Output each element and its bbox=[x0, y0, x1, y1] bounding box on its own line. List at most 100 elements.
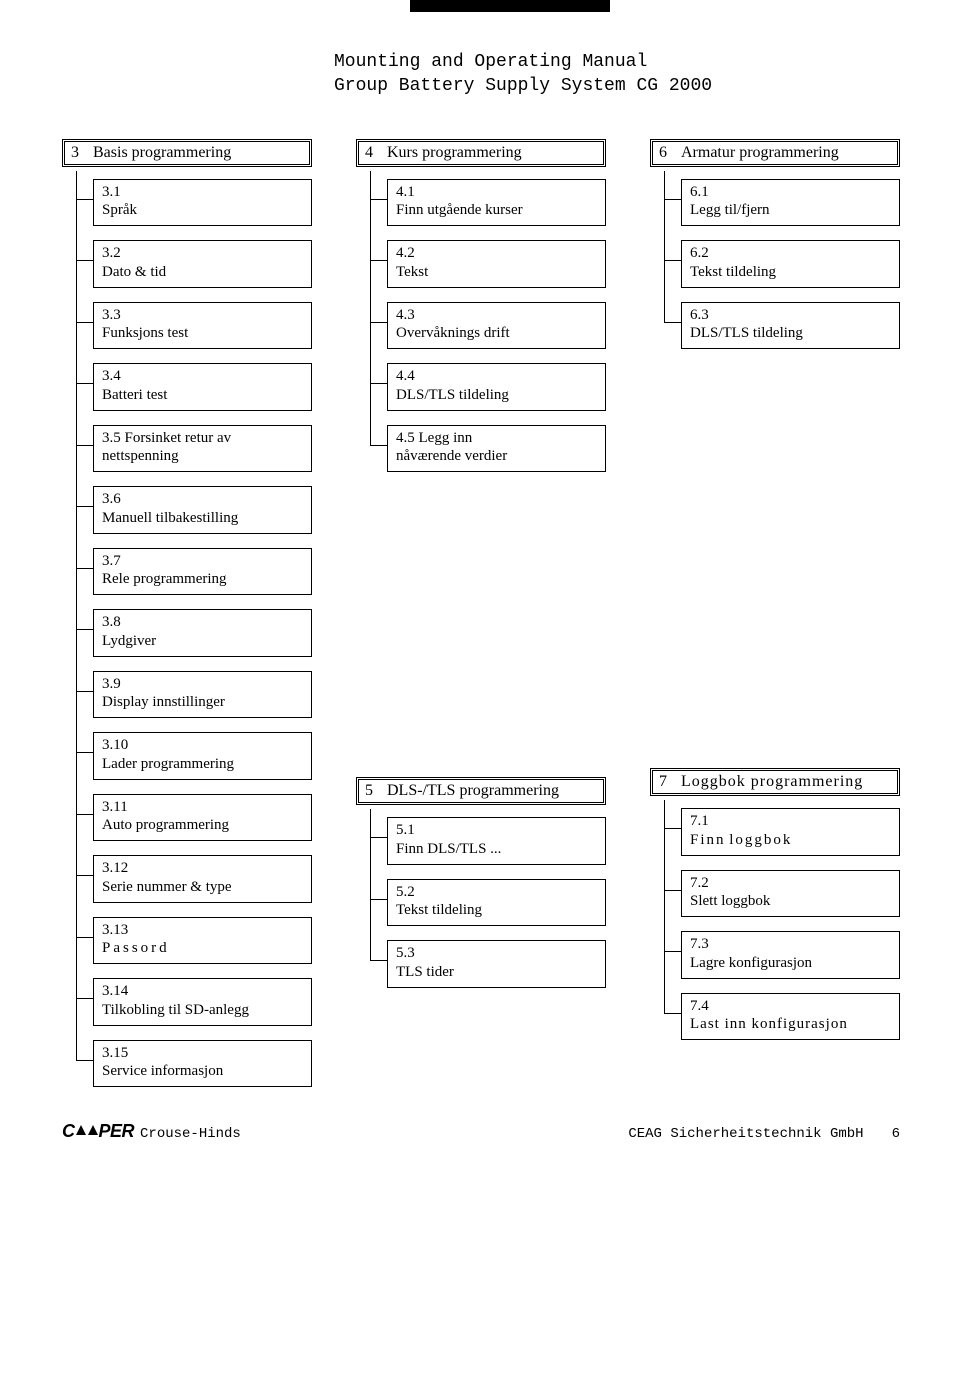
leaf-3-11: 3.11Auto programmering bbox=[93, 794, 312, 842]
menu-4-num: 4 bbox=[365, 144, 373, 162]
leaf-3-5: 3.5 Forsinket retur avnettspenning bbox=[93, 425, 312, 473]
spacer-6-7 bbox=[650, 349, 900, 768]
menu-5-item-2: 5.2Tekst tildeling bbox=[371, 879, 606, 927]
menu-3-header: 3 Basis programmering bbox=[62, 139, 312, 167]
footer-page-number: 6 bbox=[892, 1126, 900, 1142]
menu-4-item-2: 4.2Tekst bbox=[371, 240, 606, 288]
menu-4-item-1: 4.1Finn utgående kurser bbox=[371, 179, 606, 227]
menu-5-label: DLS-/TLS programmering bbox=[387, 782, 559, 800]
menu-3-item-6: 3.6Manuell tilbakestilling bbox=[77, 486, 312, 534]
menu-3-item-12: 3.12Serie nummer & type bbox=[77, 855, 312, 903]
menu-3-item-9: 3.9Display innstillinger bbox=[77, 671, 312, 719]
leaf-6-3: 6.3DLS/TLS tildeling bbox=[681, 302, 900, 350]
leaf-4-1: 4.1Finn utgående kurser bbox=[387, 179, 606, 227]
menu-5-item-1: 5.1Finn DLS/TLS ... bbox=[371, 817, 606, 865]
menu-6-header: 6 Armatur programmering bbox=[650, 139, 900, 167]
menu-7-item-3: 7.3Lagre konfigurasjon bbox=[665, 931, 900, 979]
leaf-3-4: 3.4Batteri test bbox=[93, 363, 312, 411]
menu-4-label: Kurs programmering bbox=[387, 144, 522, 162]
leaf-5-3: 5.3TLS tider bbox=[387, 940, 606, 988]
menu-3-item-11: 3.11Auto programmering bbox=[77, 794, 312, 842]
leaf-3-1: 3.1Språk bbox=[93, 179, 312, 227]
menu-3-item-4: 3.4Batteri test bbox=[77, 363, 312, 411]
leaf-3-7: 3.7Rele programmering bbox=[93, 548, 312, 596]
leaf-5-1: 5.1Finn DLS/TLS ... bbox=[387, 817, 606, 865]
menu-7-num: 7 bbox=[659, 773, 667, 791]
menu-4-tree: 4.1Finn utgående kurser 4.2Tekst 4.3Over… bbox=[370, 171, 606, 473]
column-3: 3 Basis programmering 3.1Språk 3.2Dato &… bbox=[62, 139, 312, 1088]
leaf-6-1: 6.1Legg til/fjern bbox=[681, 179, 900, 227]
menu-7-tree: 7.1 Finn loggbok 7.2Slett loggbok 7.3Lag… bbox=[664, 800, 900, 1040]
leaf-3-14: 3.14Tilkobling til SD-anlegg bbox=[93, 978, 312, 1026]
menu-7-header: 7 Loggbok programmering bbox=[650, 768, 900, 796]
menu-4-item-5: 4.5 Legg innnåværende verdier bbox=[371, 425, 606, 473]
leaf-4-4: 4.4DLS/TLS tildeling bbox=[387, 363, 606, 411]
menu-5-num: 5 bbox=[365, 782, 373, 800]
menu-7-item-4: 7.4Last inn konfigurasjon bbox=[665, 993, 900, 1041]
menu-3-item-1: 3.1Språk bbox=[77, 179, 312, 227]
menu-6-item-2: 6.2Tekst tildeling bbox=[665, 240, 900, 288]
leaf-4-5: 4.5 Legg innnåværende verdier bbox=[387, 425, 606, 473]
menu-7-label: Loggbok programmering bbox=[681, 773, 863, 791]
menu-3-label: Basis programmering bbox=[93, 144, 231, 162]
leaf-7-2: 7.2Slett loggbok bbox=[681, 870, 900, 918]
leaf-3-12: 3.12Serie nummer & type bbox=[93, 855, 312, 903]
menu-3-item-5: 3.5 Forsinket retur avnettspenning bbox=[77, 425, 312, 473]
menu-3-item-15: 3.15Service informasjon bbox=[77, 1040, 312, 1088]
menu-3-item-7: 3.7Rele programmering bbox=[77, 548, 312, 596]
leaf-7-3: 7.3Lagre konfigurasjon bbox=[681, 931, 900, 979]
document-title: Mounting and Operating Manual Group Batt… bbox=[334, 50, 900, 99]
menu-6-num: 6 bbox=[659, 144, 667, 162]
leaf-7-1: 7.1 Finn loggbok bbox=[681, 808, 900, 856]
logo-text-2: PER bbox=[99, 1121, 135, 1141]
menu-4-item-4: 4.4DLS/TLS tildeling bbox=[371, 363, 606, 411]
menu-3-item-14: 3.14Tilkobling til SD-anlegg bbox=[77, 978, 312, 1026]
menu-7-item-2: 7.2Slett loggbok bbox=[665, 870, 900, 918]
leaf-3-10: 3.10Lader programmering bbox=[93, 732, 312, 780]
spacer-4-5 bbox=[356, 472, 606, 777]
column-4-5: 4 Kurs programmering 4.1Finn utgående ku… bbox=[356, 139, 606, 988]
footer-brand: Crouse-Hinds bbox=[140, 1126, 241, 1142]
doc-title-line2: Group Battery Supply System CG 2000 bbox=[334, 74, 900, 98]
leaf-5-2: 5.2Tekst tildeling bbox=[387, 879, 606, 927]
leaf-3-2: 3.2Dato & tid bbox=[93, 240, 312, 288]
footer-company: CEAG Sicherheitstechnik GmbH bbox=[628, 1126, 863, 1142]
menu-4-item-3: 4.3Overvåknings drift bbox=[371, 302, 606, 350]
leaf-4-2: 4.2Tekst bbox=[387, 240, 606, 288]
menu-6-label: Armatur programmering bbox=[681, 144, 839, 162]
menu-3-item-10: 3.10Lader programmering bbox=[77, 732, 312, 780]
menu-5-header: 5 DLS-/TLS programmering bbox=[356, 777, 606, 805]
doc-title-line1: Mounting and Operating Manual bbox=[334, 50, 900, 74]
menu-6-item-1: 6.1Legg til/fjern bbox=[665, 179, 900, 227]
leaf-6-2: 6.2Tekst tildeling bbox=[681, 240, 900, 288]
logo-triangle-icon bbox=[76, 1125, 86, 1135]
leaf-3-3: 3.3Funksjons test bbox=[93, 302, 312, 350]
leaf-3-8: 3.8Lydgiver bbox=[93, 609, 312, 657]
leaf-3-15: 3.15Service informasjon bbox=[93, 1040, 312, 1088]
column-6-7: 6 Armatur programmering 6.1Legg til/fjer… bbox=[650, 139, 900, 1041]
logo-text-1: C bbox=[62, 1121, 75, 1141]
leaf-3-13: 3.13Passord bbox=[93, 917, 312, 965]
footer-left: C PER Crouse-Hinds bbox=[62, 1121, 241, 1142]
menu-columns: 3 Basis programmering 3.1Språk 3.2Dato &… bbox=[62, 139, 900, 1088]
menu-3-item-2: 3.2Dato & tid bbox=[77, 240, 312, 288]
menu-6-tree: 6.1Legg til/fjern 6.2Tekst tildeling 6.3… bbox=[664, 171, 900, 350]
menu-3-item-13: 3.13Passord bbox=[77, 917, 312, 965]
page-container: Mounting and Operating Manual Group Batt… bbox=[0, 0, 960, 1172]
menu-3-num: 3 bbox=[71, 144, 79, 162]
menu-5-tree: 5.1Finn DLS/TLS ... 5.2Tekst tildeling 5… bbox=[370, 809, 606, 988]
menu-3-tree: 3.1Språk 3.2Dato & tid 3.3Funksjons test… bbox=[76, 171, 312, 1088]
page-footer: C PER Crouse-Hinds CEAG Sicherheitstechni… bbox=[62, 1121, 900, 1142]
leaf-7-1-row: Finn loggbok bbox=[690, 831, 891, 850]
menu-4-header: 4 Kurs programmering bbox=[356, 139, 606, 167]
leaf-7-4: 7.4Last inn konfigurasjon bbox=[681, 993, 900, 1041]
logo-triangle-icon bbox=[88, 1125, 98, 1135]
leaf-4-3: 4.3Overvåknings drift bbox=[387, 302, 606, 350]
menu-3-item-3: 3.3Funksjons test bbox=[77, 302, 312, 350]
leaf-3-6: 3.6Manuell tilbakestilling bbox=[93, 486, 312, 534]
leaf-3-9: 3.9Display innstillinger bbox=[93, 671, 312, 719]
menu-6-item-3: 6.3DLS/TLS tildeling bbox=[665, 302, 900, 350]
footer-right: CEAG Sicherheitstechnik GmbH 6 bbox=[628, 1126, 900, 1142]
menu-3-item-8: 3.8Lydgiver bbox=[77, 609, 312, 657]
menu-5-item-3: 5.3TLS tider bbox=[371, 940, 606, 988]
